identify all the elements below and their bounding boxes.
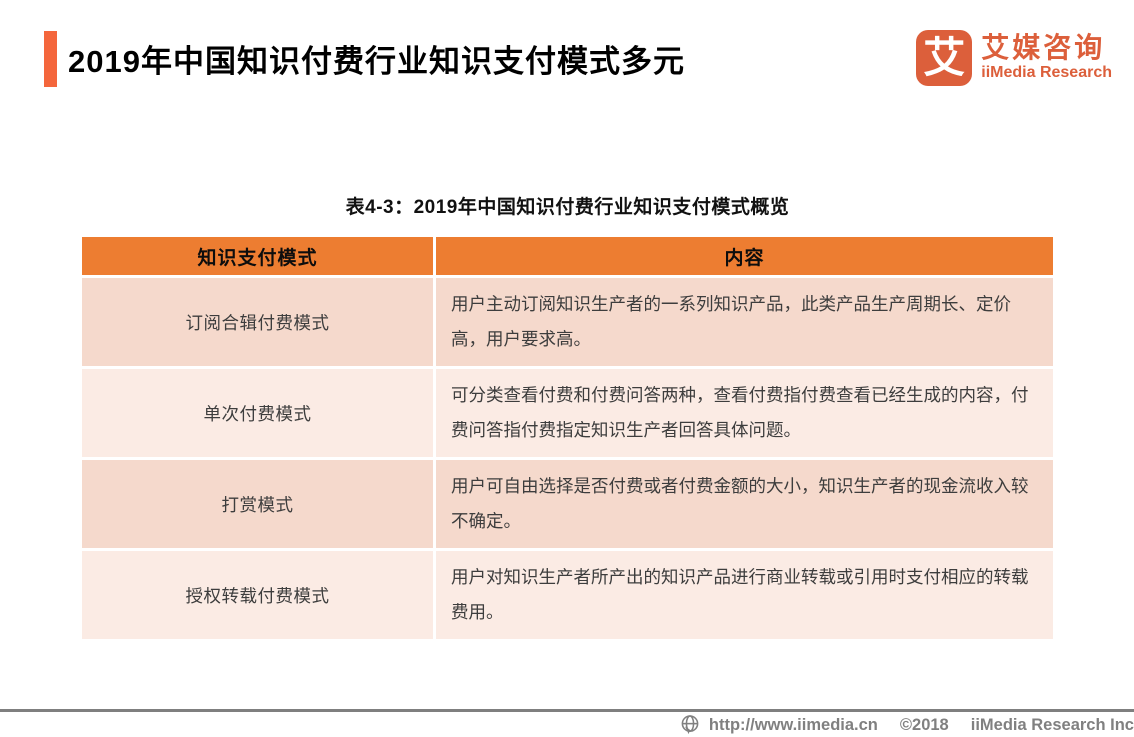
table-row-mode: 打赏模式 [82, 460, 433, 548]
table-row-mode: 订阅合辑付费模式 [82, 278, 433, 366]
page-title: 2019年中国知识付费行业知识支付模式多元 [68, 44, 685, 79]
logo-text: 艾媒咨询 iiMedia Research [981, 33, 1112, 82]
table-row-content: 可分类查看付费和付费问答两种，查看付费指付费查看已经生成的内容，付费问答指付费指… [436, 369, 1053, 457]
table-row-content-text: 可分类查看付费和付费问答两种，查看付费指付费查看已经生成的内容，付费问答指付费指… [451, 385, 1029, 440]
payment-modes-table: 知识支付模式 内容 订阅合辑付费模式 用户主动订阅知识生产者的一系列知识产品，此… [82, 237, 1053, 639]
iimedia-logo: 艾 艾媒咨询 iiMedia Research [916, 30, 1112, 86]
footer: http://www.iimedia.cn ©2018 iiMedia Rese… [679, 714, 1134, 736]
footer-divider [0, 709, 1134, 712]
column-header-content: 内容 [436, 237, 1053, 275]
globe-cursor-icon [679, 714, 701, 736]
logo-name-en: iiMedia Research [981, 64, 1112, 82]
footer-url[interactable]: http://www.iimedia.cn [708, 715, 878, 734]
table-row-content: 用户主动订阅知识生产者的一系列知识产品，此类产品生产周期长、定价高，用户要求高。 [436, 278, 1053, 366]
table-row-content-text: 用户可自由选择是否付费或者付费金额的大小，知识生产者的现金流收入较不确定。 [451, 476, 1029, 531]
table-row-content: 用户对知识生产者所产出的知识产品进行商业转载或引用时支付相应的转载费用。 [436, 551, 1053, 639]
table-row-mode: 授权转载付费模式 [82, 551, 433, 639]
logo-name-cn: 艾媒咨询 [981, 32, 1106, 64]
table-row-content: 用户可自由选择是否付费或者付费金额的大小，知识生产者的现金流收入较不确定。 [436, 460, 1053, 548]
footer-copyright: ©2018 [899, 715, 949, 734]
footer-company: iiMedia Research Inc [970, 715, 1134, 734]
title-accent-bar [44, 31, 57, 87]
table-row-content-text: 用户主动订阅知识生产者的一系列知识产品，此类产品生产周期长、定价高，用户要求高。 [451, 294, 1011, 349]
iimedia-logo-icon: 艾 [916, 30, 973, 86]
table-row-content-text: 用户对知识生产者所产出的知识产品进行商业转载或引用时支付相应的转载费用。 [451, 567, 1029, 622]
table-row-mode: 单次付费模式 [82, 369, 433, 457]
table-caption: 表4-3：2019年中国知识付费行业知识支付模式概览 [345, 197, 790, 218]
column-header-mode: 知识支付模式 [82, 237, 433, 275]
